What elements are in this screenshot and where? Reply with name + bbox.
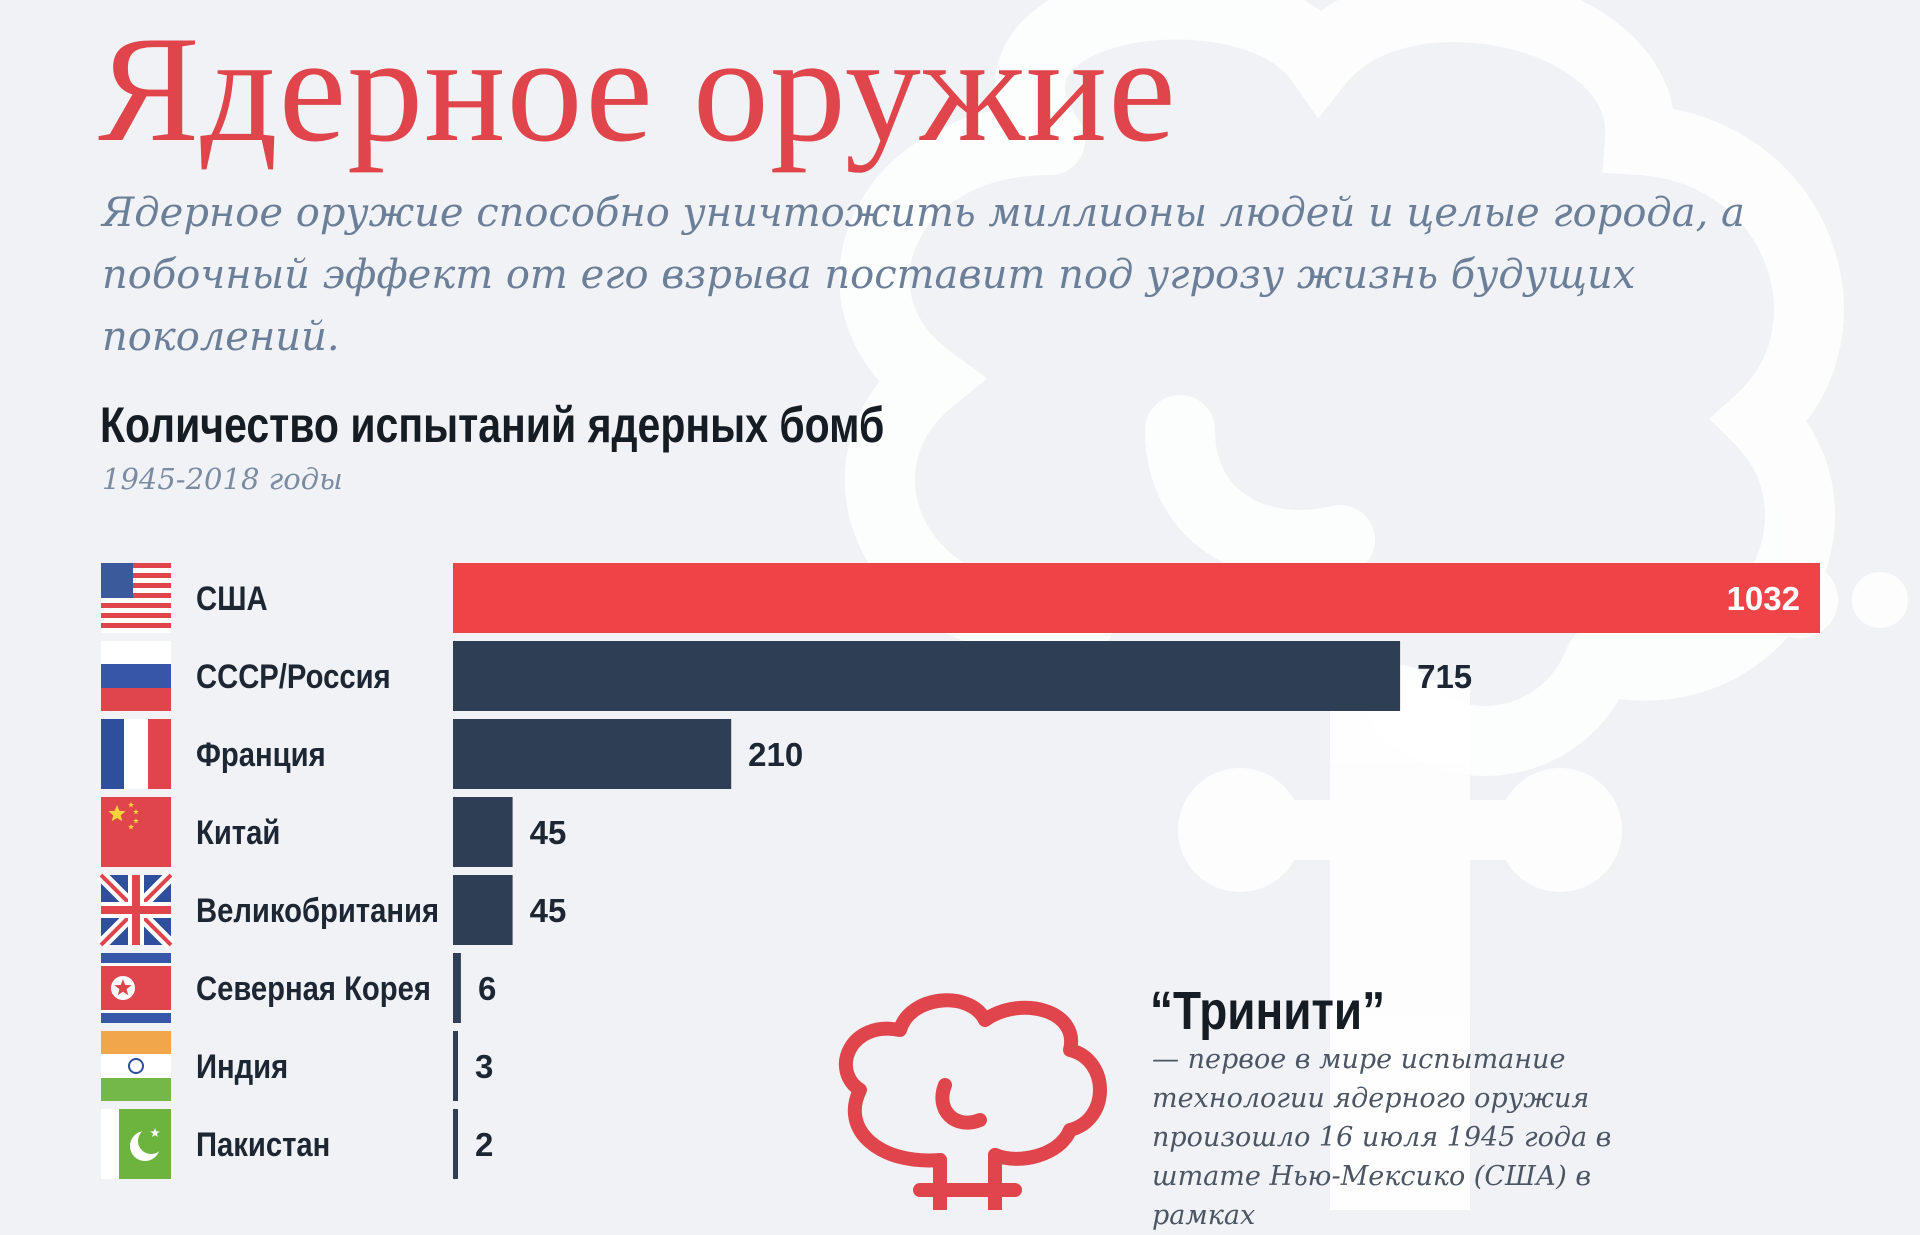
china-flag-icon [101, 797, 171, 867]
category-label: Индия [196, 1047, 288, 1086]
bar [453, 1031, 458, 1101]
value-label: 6 [478, 970, 496, 1007]
bar [453, 719, 732, 789]
bar [453, 1109, 458, 1179]
bar-chart: США 1032 СССР/Россия 715 Франция 210 Китай 45 Ве… [96, 563, 1820, 1179]
category-label: Пакистан [196, 1125, 330, 1164]
value-label: 715 [1417, 658, 1472, 695]
bar [453, 563, 1820, 633]
page-title: Ядерное оружие [98, 5, 1177, 173]
category-label: США [196, 579, 268, 618]
category-label: СССР/Россия [196, 657, 391, 696]
bar [453, 875, 513, 945]
bar [453, 641, 1401, 711]
fact-text: — первое в мире испытание технологии яде… [1152, 1044, 1612, 1231]
russia-flag-icon [101, 641, 171, 711]
us-flag-icon [101, 563, 171, 633]
category-label: Китай [196, 813, 280, 852]
value-label: 3 [475, 1048, 493, 1085]
value-label: 1032 [1727, 580, 1800, 617]
page-subtitle: Ядерное оружие способно уничтожить милли… [102, 190, 1745, 360]
category-label: Великобритания [196, 891, 439, 930]
pakistan-flag-icon [101, 1109, 171, 1179]
france-flag-icon [101, 719, 171, 789]
bar [453, 797, 513, 867]
category-label: Франция [196, 735, 326, 774]
bar [453, 953, 461, 1023]
value-label: 210 [748, 736, 803, 773]
chart-title: Количество испытаний ядерных бомб [100, 397, 885, 453]
value-label: 45 [530, 814, 567, 851]
chart-subtitle: 1945-2018 годы [102, 462, 343, 496]
value-label: 2 [475, 1126, 493, 1163]
value-label: 45 [530, 892, 567, 929]
india-flag-icon [101, 1031, 171, 1101]
category-label: Северная Корея [196, 969, 431, 1008]
fact-title: “Тринити” [1150, 981, 1386, 1041]
north-korea-flag-icon [101, 953, 171, 1023]
mushroom-cloud-icon [838, 993, 1107, 1210]
uk-flag-icon [96, 870, 176, 950]
